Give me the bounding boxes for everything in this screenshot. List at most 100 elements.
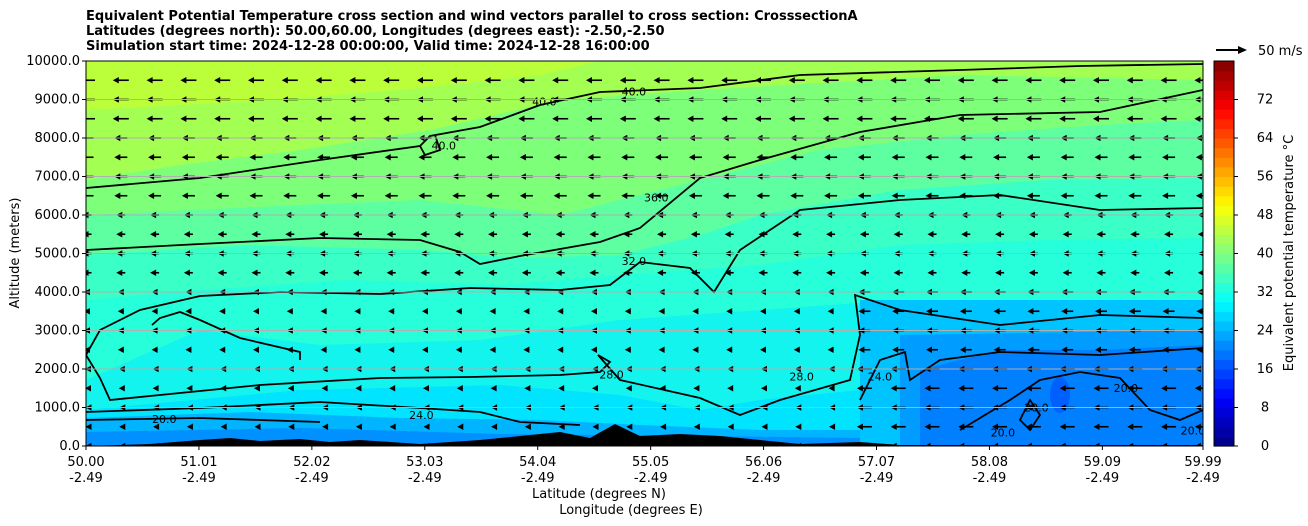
wind-vector-head — [454, 231, 461, 238]
wind-vector-head — [1196, 346, 1203, 353]
wind-vector-head — [1093, 385, 1100, 392]
wind-vector — [321, 385, 328, 392]
wind-vector — [253, 346, 259, 353]
wind-vector — [249, 154, 263, 161]
wind-vector-head — [220, 423, 227, 430]
wind-vector-head — [150, 269, 157, 276]
wind-vector-head — [892, 308, 899, 315]
contour-label: 20.0 — [152, 413, 177, 426]
wind-vector — [890, 442, 906, 446]
wind-vector — [524, 442, 531, 446]
wind-vector — [1126, 77, 1143, 84]
wind-vector-head — [924, 385, 931, 392]
wind-vector — [354, 346, 361, 353]
wind-vector — [389, 385, 396, 392]
wind-vector-head — [788, 115, 795, 122]
wind-vector — [219, 308, 226, 315]
wind-vector — [826, 231, 836, 238]
wind-vector-head — [86, 269, 89, 276]
wind-vector — [761, 385, 767, 392]
wind-vector — [251, 269, 261, 276]
wind-vector — [521, 269, 531, 276]
wind-vector — [486, 192, 500, 199]
wind-vector — [389, 442, 396, 446]
wind-vector — [1027, 346, 1040, 353]
wind-vector-head — [1128, 192, 1135, 199]
wind-vector-head — [1130, 231, 1137, 238]
x-tick-latitude: 57.07 — [858, 455, 895, 470]
x-tick-latitude: 52.02 — [293, 455, 330, 470]
wind-vector — [254, 423, 261, 430]
wind-vector-head — [558, 385, 565, 392]
wind-vector-head — [1161, 442, 1168, 446]
wind-vector-head — [423, 442, 430, 446]
wind-vector — [589, 269, 599, 276]
x-tick-longitude: -2.49 — [69, 471, 103, 486]
wind-vector — [281, 77, 298, 84]
wind-vector — [1059, 442, 1075, 446]
wind-vector-head — [758, 231, 765, 238]
wind-vector-head — [692, 346, 699, 353]
wind-vector — [756, 154, 770, 161]
wind-vector-head — [858, 308, 865, 315]
contour-36 — [86, 89, 1203, 265]
wind-vector — [721, 115, 738, 122]
contour-32-inner — [151, 311, 301, 360]
wind-vector — [219, 346, 226, 353]
wind-vector — [959, 154, 973, 161]
wind-vector — [693, 385, 700, 392]
contour-label: 24.0 — [868, 371, 893, 384]
wind-vector-head — [553, 192, 560, 199]
wind-vector — [319, 231, 329, 238]
colorbar-tick-label: 48 — [1257, 208, 1274, 223]
wind-vector-head — [1194, 385, 1201, 392]
wind-vector-head — [586, 115, 592, 122]
contour-40-loop — [419, 134, 442, 157]
wind-vector — [586, 77, 602, 84]
colorbar-segment — [1214, 417, 1234, 428]
wind-vector-head — [724, 231, 731, 238]
colorbar-segment — [1214, 176, 1234, 187]
wind-vector — [322, 423, 329, 430]
wind-vector-head — [354, 308, 361, 315]
wind-vector — [181, 154, 195, 161]
x-tick-latitude: 50.00 — [67, 455, 104, 470]
wind-vector-head — [557, 346, 564, 353]
wind-vector — [1061, 308, 1074, 315]
wind-vector-head — [1127, 385, 1134, 392]
wind-vector-head — [621, 154, 628, 161]
colorbar-segment — [1214, 263, 1234, 274]
colorbar-segment — [1214, 320, 1234, 332]
wind-vector-head — [690, 231, 697, 238]
wind-vector — [856, 77, 873, 84]
colorbar-segment — [1214, 70, 1234, 81]
wind-vector-head — [253, 308, 259, 315]
wind-vector — [958, 385, 974, 392]
wind-vector — [755, 115, 771, 122]
wind-vector-head — [692, 308, 699, 315]
wind-vector-head — [857, 154, 864, 161]
wind-vector — [418, 154, 432, 161]
wind-vector — [1025, 385, 1041, 392]
wind-vector — [1025, 77, 1042, 84]
wind-vector — [455, 346, 462, 353]
y-tick-label: 3000.0 — [35, 324, 81, 339]
wind-vector-head — [1160, 115, 1167, 122]
wind-vector-head — [384, 154, 391, 161]
wind-vector — [795, 423, 802, 430]
wind-vector — [1194, 442, 1203, 446]
wind-vector-head — [1061, 308, 1068, 315]
wind-vector — [587, 154, 601, 161]
wind-vector — [790, 192, 804, 199]
wind-vector-head — [521, 269, 528, 276]
wind-vector — [1128, 308, 1141, 315]
wind-vector — [491, 423, 498, 430]
colorbar-segment — [1214, 166, 1234, 178]
colorbar-segment — [1214, 340, 1234, 351]
wind-vector-head — [317, 192, 324, 199]
wind-vector — [1025, 423, 1041, 430]
wind-vector — [116, 231, 126, 238]
wind-vector — [859, 269, 869, 276]
wind-vector-head — [958, 385, 965, 392]
wind-vector — [824, 192, 838, 199]
